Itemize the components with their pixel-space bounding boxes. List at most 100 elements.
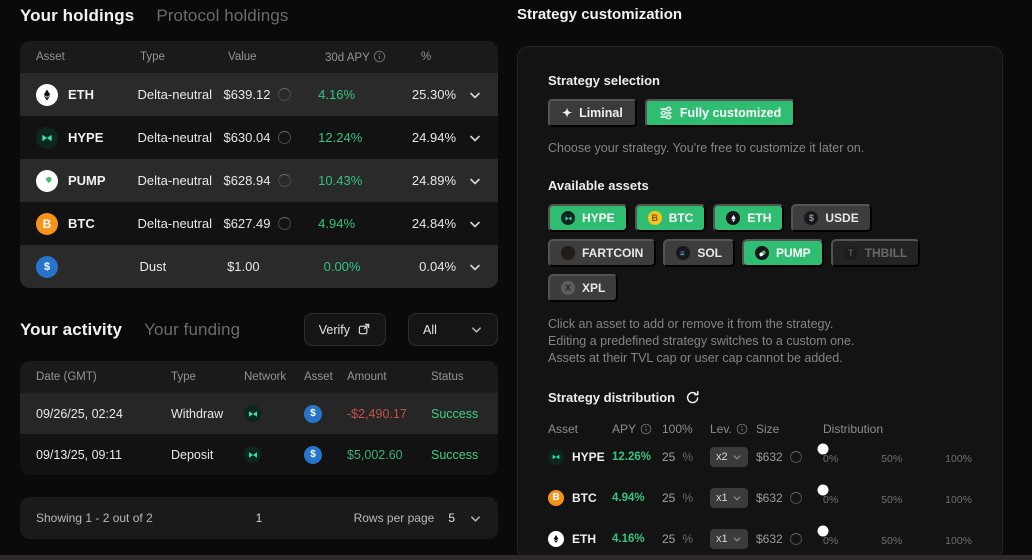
alloc-input[interactable]: 25 bbox=[662, 531, 676, 546]
holdings-row-hype[interactable]: HYPE Delta-neutral $630.04 12.24% 24.94% bbox=[20, 116, 498, 159]
chip-xpl[interactable]: X XPL bbox=[548, 274, 619, 302]
asset-name: BTC bbox=[572, 490, 597, 505]
usdc-coin-icon: $ bbox=[304, 445, 322, 464]
btc-coin-icon: B bbox=[548, 489, 564, 506]
col-date: Date (GMT) bbox=[36, 371, 97, 383]
hype-coin-icon bbox=[561, 211, 575, 225]
fully-customized-strategy-button[interactable]: Fully customized bbox=[644, 99, 796, 127]
info-icon bbox=[640, 423, 652, 435]
col-amount: Amount bbox=[347, 371, 387, 383]
fartcoin-coin-icon bbox=[561, 246, 575, 260]
usdc-coin-icon: $ bbox=[304, 404, 322, 423]
eth-coin-icon bbox=[548, 530, 564, 547]
alloc-unit: % bbox=[682, 490, 694, 505]
chevron-down-icon[interactable] bbox=[468, 174, 482, 188]
chevron-down-icon bbox=[733, 454, 741, 459]
holding-type: Dust bbox=[139, 259, 167, 274]
strategy-customization-panel: Strategy selection ✦ Liminal Fully custom… bbox=[517, 46, 1003, 560]
tab-protocol-holdings[interactable]: Protocol holdings bbox=[156, 6, 289, 25]
chevron-down-icon bbox=[472, 327, 481, 333]
col-value: Value bbox=[228, 51, 257, 63]
activity-header: Your activity Your funding Verify All bbox=[20, 313, 498, 346]
holdings-row-btc[interactable]: B BTC Delta-neutral $627.49 4.94% 24.84% bbox=[20, 202, 498, 245]
liminal-strategy-button[interactable]: ✦ Liminal bbox=[548, 99, 637, 127]
col-lev: Lev. bbox=[710, 422, 732, 436]
col-type: Type bbox=[171, 371, 196, 383]
holdings-row-dust[interactable]: $ Dust $1.00 0.00% 0.04% bbox=[20, 245, 498, 288]
leverage-select[interactable]: x2 bbox=[710, 446, 748, 467]
left-column: Your holdings Protocol holdings Asset Ty… bbox=[20, 6, 498, 539]
holding-value: $639.12 bbox=[223, 87, 271, 102]
activity-amount: -$2,490.17 bbox=[347, 406, 407, 421]
hype-coin-icon bbox=[36, 126, 58, 149]
alloc-unit: % bbox=[682, 531, 694, 546]
col-asset: Asset bbox=[304, 371, 333, 383]
eth-coin-icon bbox=[726, 211, 741, 225]
col-apy: 30d APY bbox=[325, 50, 421, 64]
asset-name: HYPE bbox=[68, 130, 104, 145]
chevron-down-icon[interactable] bbox=[468, 88, 482, 102]
chip-btc[interactable]: B BTC bbox=[634, 204, 707, 232]
holding-apy: 0.00% bbox=[323, 259, 361, 274]
fully-customized-label: Fully customized bbox=[679, 106, 782, 120]
loading-spinner-icon bbox=[789, 491, 802, 504]
alloc-input[interactable]: 25 bbox=[662, 490, 676, 505]
filter-value: All bbox=[423, 322, 437, 337]
holdings-table: Asset Type Value 30d APY % ETH Delta-neu… bbox=[20, 41, 498, 288]
chip-thbill[interactable]: T THBILL bbox=[830, 239, 921, 267]
refresh-icon[interactable] bbox=[685, 390, 700, 405]
activity-row-withdraw[interactable]: 09/26/25, 02:24 Withdraw $ -$2,490.17 Su… bbox=[20, 393, 498, 434]
col-distribution: Distribution bbox=[823, 422, 884, 436]
slider-thumb[interactable] bbox=[817, 525, 829, 536]
holdings-row-eth[interactable]: ETH Delta-neutral $639.12 4.16% 25.30% bbox=[20, 73, 498, 116]
chevron-down-icon[interactable] bbox=[469, 512, 482, 525]
chip-sol[interactable]: SOL bbox=[663, 239, 736, 267]
chip-fartcoin[interactable]: FARTCOIN bbox=[548, 239, 657, 267]
chevron-down-icon[interactable] bbox=[468, 131, 482, 145]
slider-thumb[interactable] bbox=[817, 484, 829, 495]
slider-thumb[interactable] bbox=[817, 443, 829, 454]
dist-apy: 4.94% bbox=[612, 491, 645, 504]
distribution-slider[interactable]: 0% 50% 100% bbox=[817, 484, 972, 506]
showing-count: Showing 1 - 2 out of 2 bbox=[36, 511, 153, 525]
hype-network-icon bbox=[244, 405, 261, 422]
chevron-down-icon[interactable] bbox=[468, 217, 482, 231]
activity-row-deposit[interactable]: 09/13/25, 09:11 Deposit $ $5,002.60 Succ… bbox=[20, 434, 498, 475]
holdings-row-pump[interactable]: PUMP Delta-neutral $628.94 10.43% 24.89% bbox=[20, 159, 498, 202]
holding-apy: 4.16% bbox=[318, 87, 356, 102]
external-link-icon bbox=[358, 323, 370, 335]
holdings-table-header: Asset Type Value 30d APY % bbox=[20, 41, 498, 73]
alloc-input[interactable]: 25 bbox=[662, 449, 676, 464]
chip-pump[interactable]: PUMP bbox=[742, 239, 824, 267]
thbill-coin-icon: T bbox=[843, 246, 858, 260]
tab-your-activity[interactable]: Your activity bbox=[20, 319, 123, 339]
sliders-icon bbox=[659, 106, 673, 120]
chip-hype[interactable]: HYPE bbox=[548, 204, 628, 232]
pump-coin-icon bbox=[755, 246, 770, 260]
info-icon bbox=[736, 423, 748, 435]
rows-per-page-value[interactable]: 5 bbox=[448, 511, 455, 525]
assets-hint-line-3: Assets at their TVL cap or user cap cann… bbox=[548, 351, 843, 365]
size-value: $632 bbox=[756, 531, 783, 546]
leverage-select[interactable]: x1 bbox=[710, 528, 748, 549]
chevron-down-icon[interactable] bbox=[468, 260, 482, 274]
chevron-down-icon bbox=[733, 536, 741, 541]
activity-date: 09/13/25, 09:11 bbox=[36, 447, 122, 462]
tab-your-holdings[interactable]: Your holdings bbox=[20, 6, 135, 25]
distribution-slider[interactable]: 0% 50% 100% bbox=[817, 525, 972, 547]
chip-usde[interactable]: $ USDE bbox=[791, 204, 872, 232]
activity-filter-select[interactable]: All bbox=[408, 313, 498, 346]
chip-eth[interactable]: ETH bbox=[713, 204, 785, 232]
page-number[interactable]: 1 bbox=[255, 511, 263, 525]
distribution-slider[interactable]: 0% 50% 100% bbox=[817, 443, 972, 465]
usdc-coin-icon: $ bbox=[36, 255, 58, 278]
assets-hint-line-2: Editing a predefined strategy switches t… bbox=[548, 334, 855, 348]
col-apy: APY bbox=[612, 422, 637, 436]
hype-network-icon bbox=[244, 446, 261, 463]
tab-your-funding[interactable]: Your funding bbox=[144, 319, 241, 339]
leverage-select[interactable]: x1 bbox=[710, 487, 748, 508]
pagination-bar: Showing 1 - 2 out of 2 1 Rows per page 5 bbox=[20, 497, 498, 539]
verify-button[interactable]: Verify bbox=[303, 313, 386, 346]
btc-coin-icon: B bbox=[647, 211, 662, 225]
